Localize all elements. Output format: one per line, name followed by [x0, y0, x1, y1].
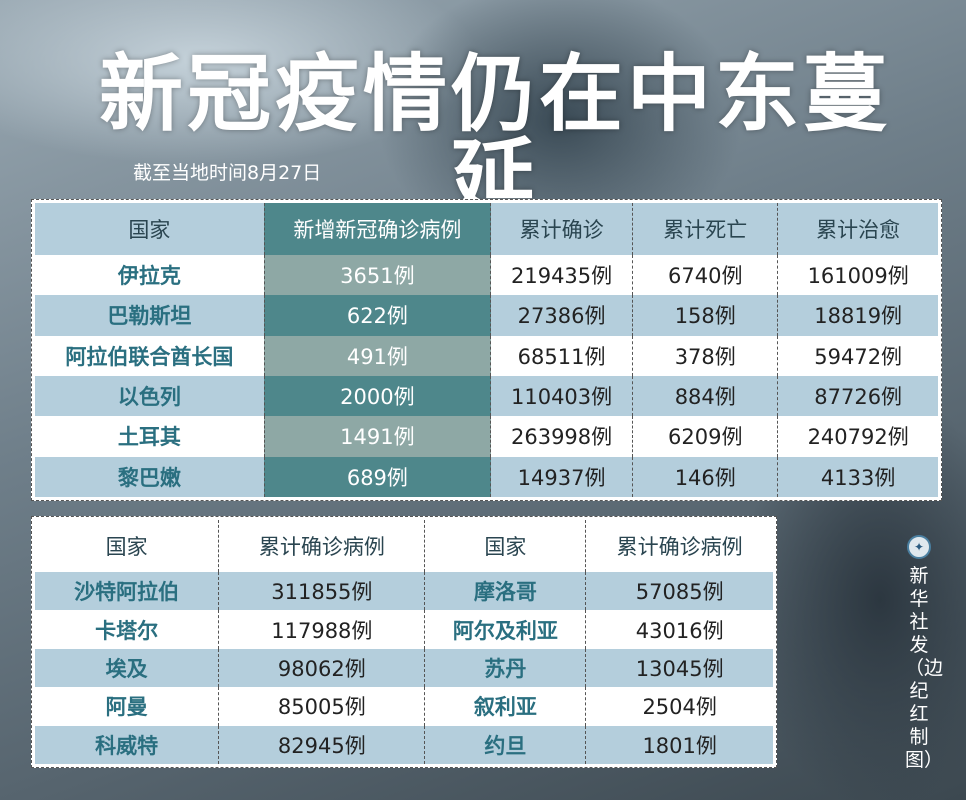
country-cell: 科威特 [95, 733, 159, 758]
value-cell: 110403例 [489, 375, 633, 417]
country-cell: 以色列 [117, 385, 181, 410]
value-cell: 117988例 [218, 610, 425, 649]
value-cell: 884例 [632, 375, 778, 417]
table-row: 阿曼 85005例 叙利亚 2504例 [35, 687, 773, 726]
value-cell: 85005例 [218, 687, 425, 726]
table-row: 伊拉克 3651例 219435例 6740例 161009例 [35, 255, 938, 296]
header-row: 国家 新增新冠确诊病例 累计确诊 累计死亡 累计治愈 [35, 203, 938, 255]
table-row: 巴勒斯坦 622例 27386例 158例 18819例 [35, 295, 938, 336]
value-cell: 3651例 [263, 255, 491, 296]
value-cell: 57085例 [585, 572, 773, 611]
column-header: 累计确诊 [489, 203, 633, 255]
table-row: 土耳其 1491例 263998例 6209例 240792例 [35, 416, 938, 457]
country-cell: 伊拉克 [117, 264, 181, 289]
xinhua-logo-icon: ✦ [907, 535, 931, 559]
country-cell: 阿曼 [105, 695, 148, 720]
value-cell: 68511例 [489, 335, 633, 376]
value-cell: 146例 [632, 456, 778, 497]
value-cell: 311855例 [218, 572, 425, 611]
country-cell: 阿尔及利亚 [424, 610, 586, 649]
column-header: 累计死亡 [632, 203, 778, 255]
value-cell: 14937例 [489, 456, 633, 497]
table-row: 沙特阿拉伯 311855例 摩洛哥 57085例 [35, 572, 773, 611]
table-row: 科威特 82945例 约旦 1801例 [35, 725, 773, 764]
column-header: 累计治愈 [777, 203, 938, 255]
column-header: 国家 [128, 218, 171, 242]
value-cell: 2000例 [263, 375, 491, 417]
value-cell: 1491例 [263, 416, 491, 457]
country-cell: 沙特阿拉伯 [74, 580, 180, 605]
value-cell: 43016例 [585, 610, 773, 649]
value-cell: 13045例 [585, 648, 773, 688]
value-cell: 18819例 [777, 295, 938, 336]
value-cell: 2504例 [585, 687, 773, 726]
value-cell: 82945例 [218, 725, 425, 764]
country-cell: 卡塔尔 [95, 618, 159, 643]
country-cell: 巴勒斯坦 [107, 304, 192, 329]
header-row: 国家 累计确诊病例 国家 累计确诊病例 [35, 520, 773, 572]
value-cell: 27386例 [489, 295, 633, 336]
table-new-cases: 国家 新增新冠确诊病例 累计确诊 累计死亡 累计治愈伊拉克 3651例 219435例 674… [31, 199, 942, 501]
table-row: 卡塔尔 117988例 阿尔及利亚 43016例 [35, 610, 773, 649]
value-cell: 59472例 [777, 335, 938, 376]
value-cell: 1801例 [585, 725, 773, 764]
column-header: 新增新冠确诊病例 [263, 203, 491, 255]
country-cell: 阿拉伯联合酋长国 [65, 344, 234, 369]
country-cell: 黎巴嫩 [117, 465, 181, 490]
value-cell: 378例 [632, 335, 778, 376]
country-cell: 约旦 [424, 725, 586, 764]
value-cell: 622例 [263, 295, 491, 336]
table-row: 黎巴嫩 689例 14937例 146例 4133例 [35, 456, 938, 497]
value-cell: 6740例 [632, 255, 778, 296]
date-subtitle: 截至当地时间8月27日 [133, 162, 322, 184]
value-cell: 689例 [263, 456, 491, 497]
value-cell: 158例 [632, 295, 778, 336]
credit-text: 新华社发（边纪红制图） [905, 565, 944, 771]
country-cell: 苏丹 [424, 648, 586, 688]
table-row: 埃及 98062例 苏丹 13045例 [35, 648, 773, 688]
value-cell: 263998例 [489, 416, 633, 457]
credit: ✦ 新华社发（边纪红制图） [905, 535, 944, 772]
value-cell: 87726例 [777, 375, 938, 417]
column-header: 国家 [105, 535, 148, 559]
table-cumulative-cases: 国家 累计确诊病例 国家 累计确诊病例 沙特阿拉伯 311855例 摩洛哥 57085例 卡塔尔… [31, 516, 777, 768]
value-cell: 98062例 [218, 648, 425, 688]
page-title: 新冠疫情仍在中东蔓延 [98, 45, 891, 227]
country-cell: 叙利亚 [424, 687, 586, 726]
column-header: 国家 [424, 520, 586, 572]
table-row: 以色列 2000例 110403例 884例 87726例 [35, 375, 938, 417]
value-cell: 161009例 [777, 255, 938, 296]
table-row: 阿拉伯联合酋长国 491例 68511例 378例 59472例 [35, 335, 938, 376]
value-cell: 6209例 [632, 416, 778, 457]
value-cell: 219435例 [489, 255, 633, 296]
column-header: 累计确诊病例 [585, 520, 773, 572]
column-header: 累计确诊病例 [218, 520, 425, 572]
value-cell: 240792例 [777, 416, 938, 457]
country-cell: 土耳其 [117, 425, 181, 450]
value-cell: 491例 [263, 335, 491, 376]
country-cell: 埃及 [105, 656, 148, 681]
country-cell: 摩洛哥 [424, 572, 586, 611]
value-cell: 4133例 [777, 456, 938, 497]
